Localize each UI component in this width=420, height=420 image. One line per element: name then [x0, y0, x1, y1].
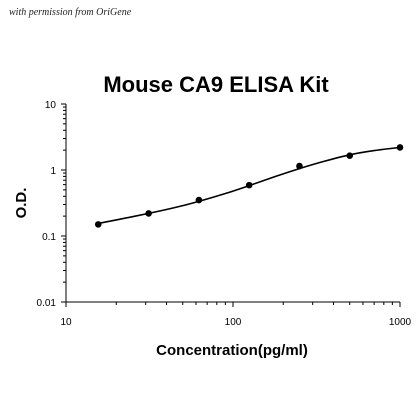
chart-title: Mouse CA9 ELISA Kit — [103, 72, 329, 97]
x-tick-label: 1000 — [389, 317, 412, 328]
x-tick-label: 100 — [225, 317, 242, 328]
y-tick-label: 10 — [45, 100, 57, 111]
data-point — [346, 152, 354, 159]
y-axis-label: O.D. — [13, 188, 30, 219]
y-tick-label: 1 — [50, 166, 56, 177]
x-axis-label: Concentration(pg/ml) — [156, 342, 308, 359]
y-tick-label: 0.01 — [37, 298, 57, 309]
permission-watermark: with permission from OriGene — [9, 7, 132, 18]
data-point — [195, 196, 203, 204]
data-point — [94, 221, 102, 228]
data-point — [296, 162, 303, 170]
data-point — [245, 181, 253, 189]
x-tick-label: 10 — [60, 317, 72, 328]
plot-area: 0.01 0.1 1 10 10 100 1000 — [37, 100, 412, 328]
data-point — [145, 210, 152, 217]
data-point — [396, 144, 404, 151]
y-tick-label: 0.1 — [42, 232, 56, 243]
